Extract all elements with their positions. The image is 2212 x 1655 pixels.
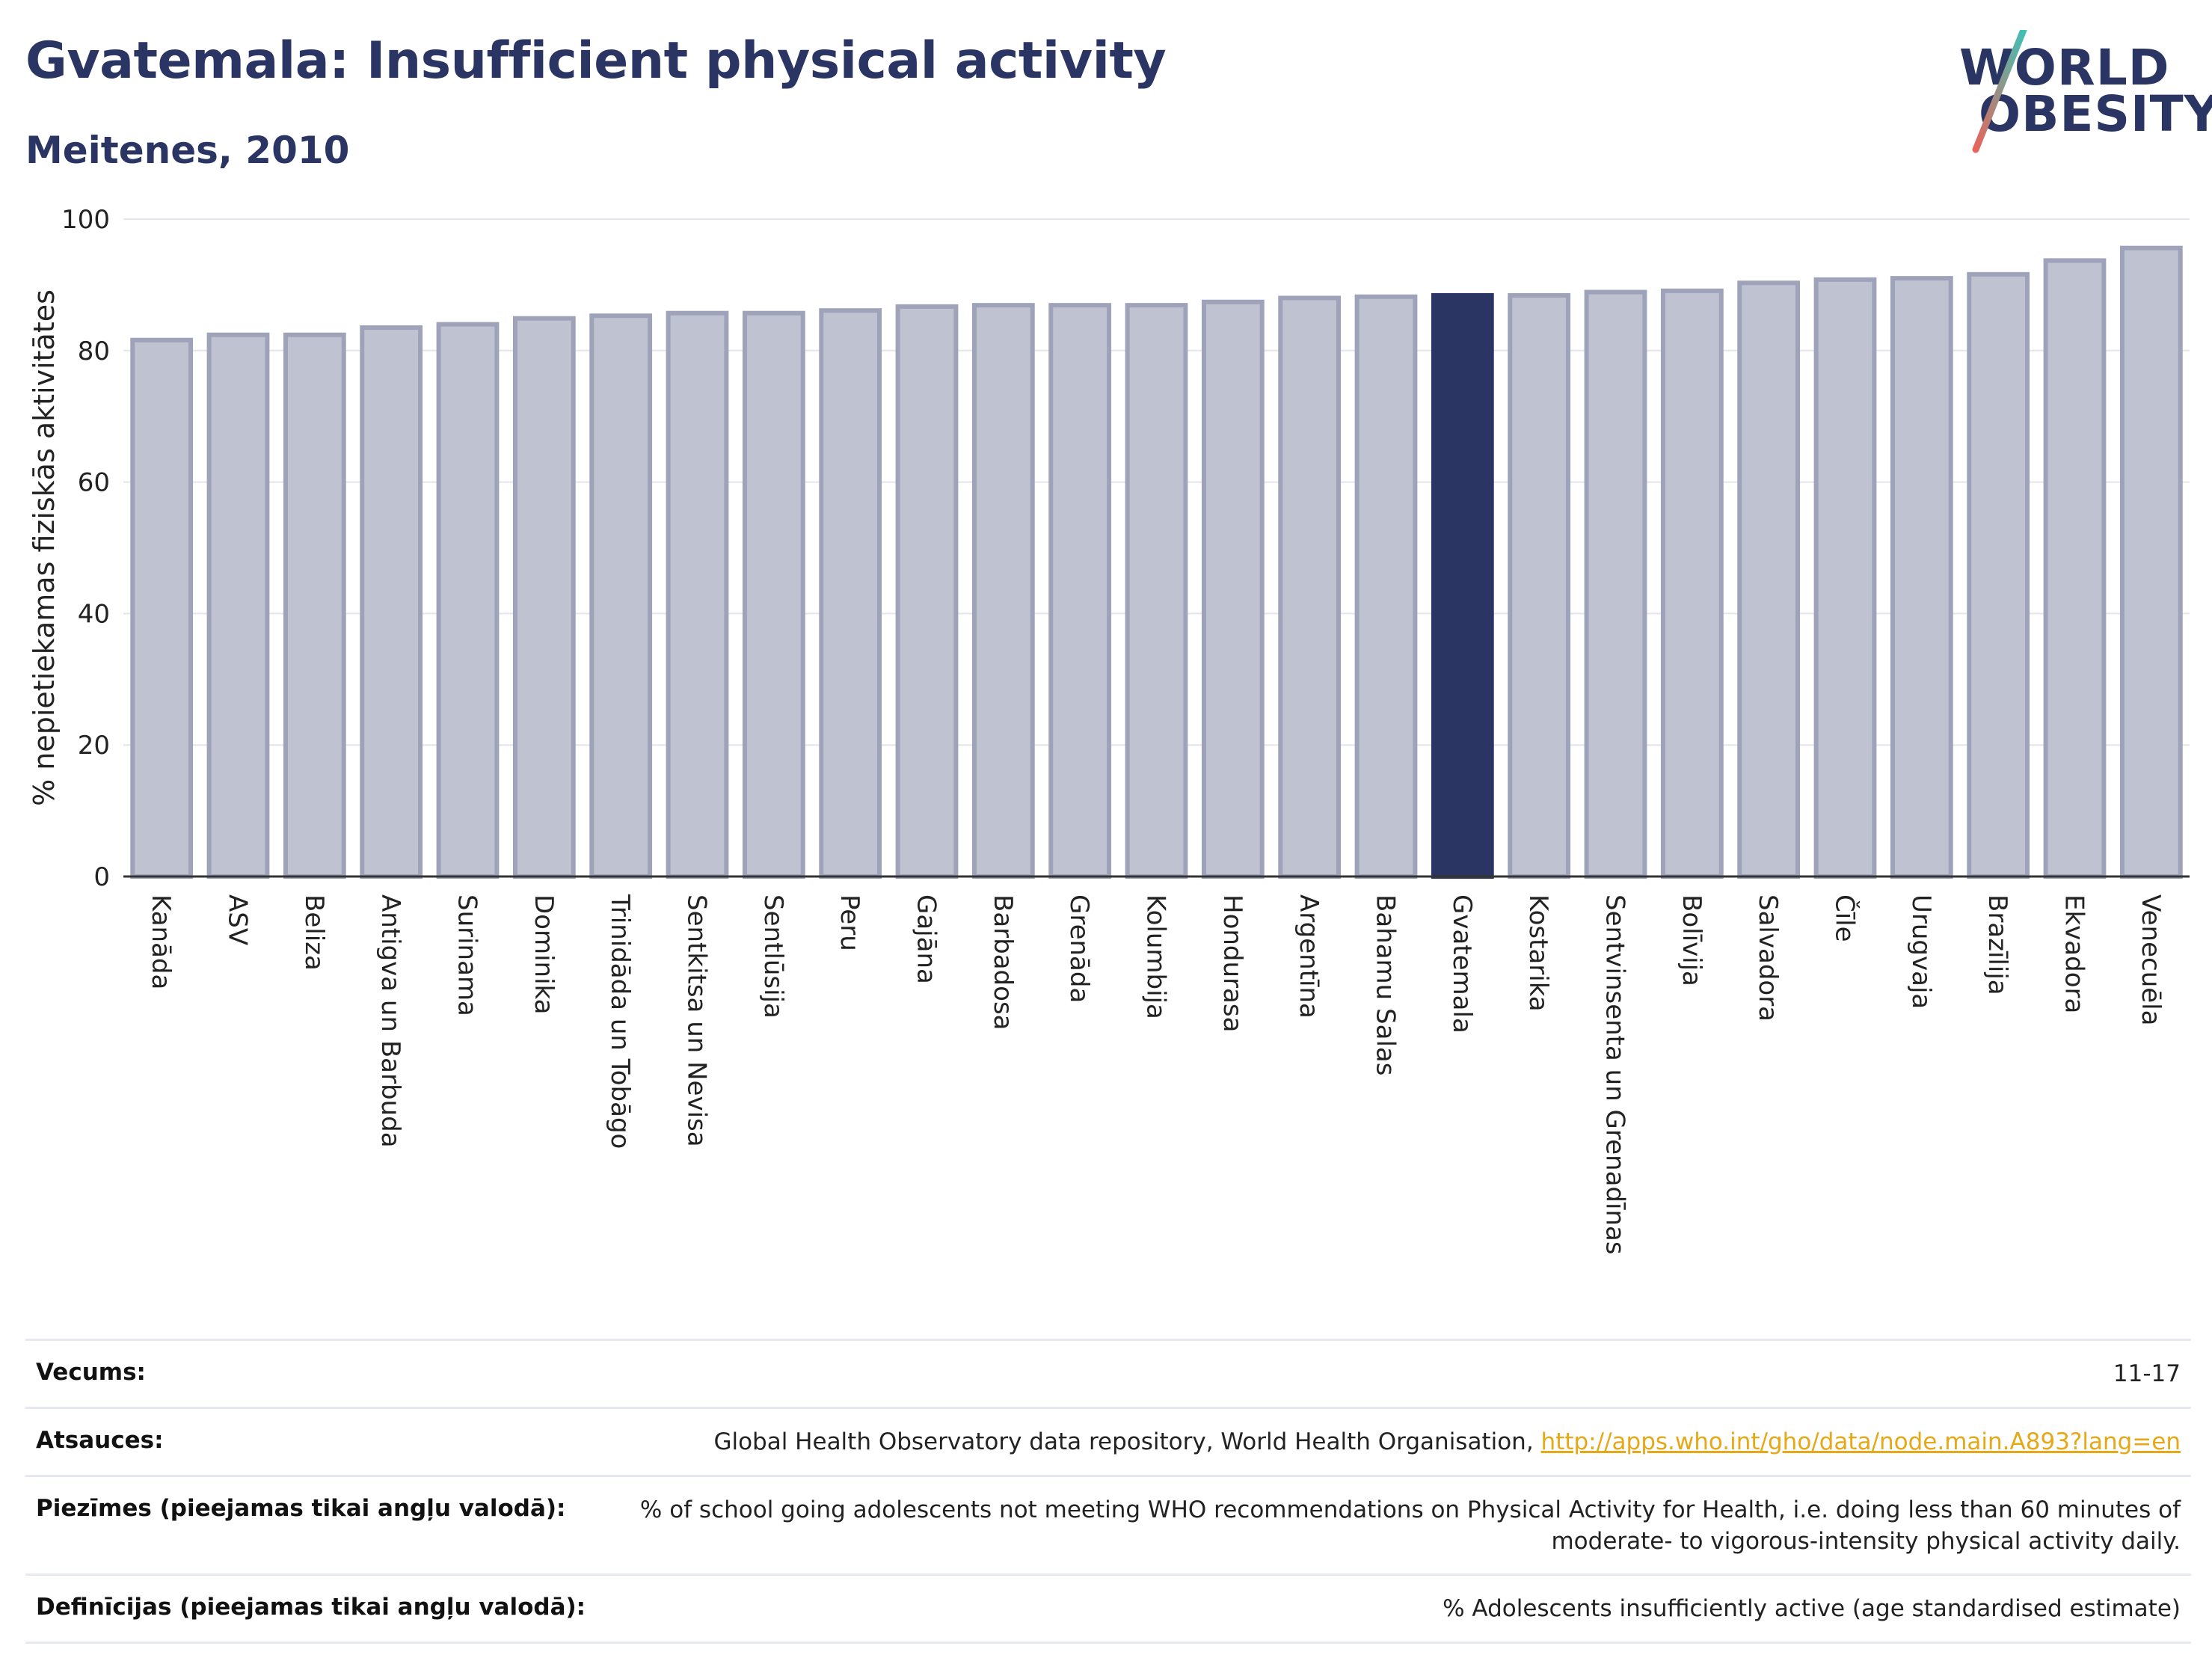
bar — [1354, 294, 1418, 879]
bar — [1048, 303, 1112, 879]
bar — [589, 313, 653, 879]
references-text: Global Health Observatory data repositor… — [713, 1428, 1541, 1455]
bar — [1967, 271, 2030, 879]
y-tick-label: 80 — [78, 337, 110, 366]
logo-line2: OBESITY — [1979, 85, 2212, 143]
bar — [819, 308, 882, 879]
bar — [1431, 292, 1494, 879]
bar — [895, 304, 959, 879]
meta-row-definitions: Definīcijas (pieejamas tikai angļu valod… — [25, 1573, 2191, 1645]
logo-slash-icon — [1972, 30, 2027, 153]
age-value: 11-17 — [2113, 1360, 2181, 1387]
bar — [436, 322, 500, 879]
x-tick-label: Sentlūsija — [758, 894, 788, 1019]
x-tick-label: Peru — [835, 894, 864, 951]
x-tick-label: Antigva un Barbuda — [375, 894, 405, 1148]
bar — [1125, 303, 1188, 879]
x-tick-label: Čīle — [1830, 894, 1861, 942]
x-tick-label: Sentvinsenta un Grenadīnas — [1600, 894, 1630, 1255]
bar — [666, 310, 729, 879]
bar — [971, 303, 1035, 879]
meta-row-references: Atsauces: Global Health Observatory data… — [25, 1406, 2191, 1475]
notes-label: Piezīmes (pieejamas tikai angļu valodā): — [36, 1494, 566, 1522]
x-tick-label: Trinidāda un Tobāgo — [605, 894, 635, 1149]
chart-title: Gvatemala: Insufficient physical activit… — [25, 31, 1167, 90]
x-tick-label: Urugvaja — [1906, 894, 1936, 1009]
bar — [1737, 280, 1801, 879]
x-tick-label: Kolumbija — [1141, 894, 1171, 1019]
x-tick-label: Surinama — [452, 894, 482, 1016]
notes-value: % of school going adolescents not meetin… — [639, 1496, 2181, 1555]
x-tick-label: Bahamu Salas — [1371, 894, 1401, 1075]
bar — [1278, 295, 1342, 879]
x-tick-label: Kostarika — [1523, 894, 1553, 1012]
bar — [206, 332, 270, 879]
x-tick-label: Bolīvija — [1677, 894, 1706, 986]
x-tick-label: ASV — [223, 894, 253, 945]
x-tick-label: Argentīna — [1294, 894, 1324, 1019]
bar — [2043, 258, 2107, 879]
definitions-value: % Adolescents insufficiently active (age… — [1443, 1595, 2181, 1623]
y-tick-label: 40 — [78, 599, 110, 629]
y-tick-label: 20 — [78, 731, 110, 761]
bar — [1660, 288, 1724, 879]
bar — [1584, 289, 1647, 879]
bar — [360, 325, 423, 879]
y-tick-label: 100 — [61, 205, 110, 235]
bar — [1890, 276, 1953, 879]
x-tick-label: Beliza — [299, 894, 329, 971]
meta-row-age: Vecums: 11-17 — [25, 1339, 2191, 1407]
bar — [283, 332, 346, 879]
x-tick-label: Dominika — [529, 894, 559, 1014]
y-tick-label: 0 — [93, 862, 110, 892]
bar — [512, 316, 576, 879]
age-label: Vecums: — [36, 1359, 146, 1386]
y-tick-label: 60 — [78, 468, 110, 498]
references-value: Global Health Observatory data repositor… — [713, 1427, 2181, 1458]
x-tick-label: Grenāda — [1064, 894, 1094, 1003]
world-obesity-logo[interactable]: WORLD OBESITY — [1959, 30, 2212, 161]
bar — [130, 337, 194, 879]
x-tick-label: Ekvadora — [2059, 894, 2089, 1013]
x-tick-label: Gvatemala — [1447, 894, 1477, 1034]
x-tick-label: Salvadora — [1753, 894, 1783, 1022]
bar — [1813, 277, 1877, 879]
bar — [1508, 292, 1571, 879]
references-link[interactable]: http://apps.who.int/gho/data/node.main.A… — [1540, 1428, 2181, 1455]
x-tick-label: Venecuēla — [2136, 894, 2166, 1025]
bar-chart: 0 20 40 60 80 100 % nepietiekamas fiziskās akt… — [28, 205, 2190, 1255]
bar — [2119, 245, 2183, 879]
y-axis-label: % nepietiekamas fiziskās aktivitātes — [28, 289, 61, 806]
logo-line1: WORLD — [1959, 39, 2170, 96]
x-tick-label: Sentkitsa un Nevisa — [682, 894, 712, 1147]
bar — [742, 310, 805, 879]
x-tick-label: Hondurasa — [1217, 894, 1247, 1032]
chart-subtitle: Meitenes, 2010 — [25, 129, 350, 172]
x-tick-label: Gajāna — [912, 894, 941, 984]
x-tick-label: Barbadosa — [988, 894, 1018, 1031]
x-tick-label: Kanāda — [146, 894, 176, 989]
meta-row-notes: Piezīmes (pieejamas tikai angļu valodā):… — [25, 1474, 2191, 1574]
x-tick-label: Brazīlija — [1982, 894, 2012, 995]
definitions-label: Definīcijas (pieejamas tikai angļu valod… — [36, 1594, 586, 1621]
bar — [1201, 299, 1265, 879]
metadata-table: Vecums: 11-17 Atsauces: Global Health Ob… — [25, 1339, 2191, 1645]
references-label: Atsauces: — [36, 1426, 164, 1454]
